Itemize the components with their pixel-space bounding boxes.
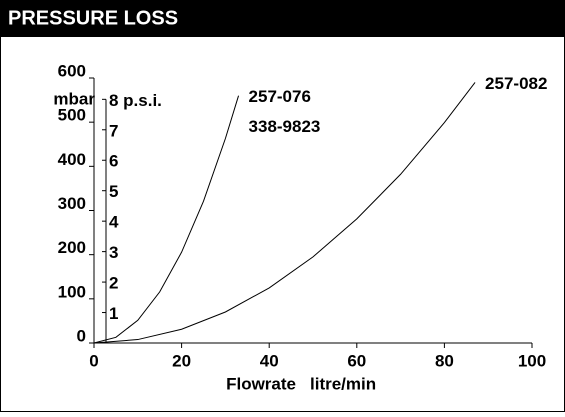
y-tick-label: 0: [77, 326, 86, 345]
y-tick-label: 300: [58, 194, 86, 213]
line: [93, 82, 476, 344]
x-axis-label: Flowrate: [226, 374, 296, 393]
y-tick-label: 100: [58, 282, 86, 301]
x-tick-label: 80: [435, 351, 454, 370]
series-label: 257-076: [249, 87, 311, 106]
y-tick-label: 600: [58, 61, 86, 80]
x-axis-unit: litre/min: [310, 374, 376, 393]
x-tick-label: 40: [260, 351, 279, 370]
y2-tick-label: 2: [109, 274, 118, 293]
y-tick-label: 400: [58, 150, 86, 169]
chart-title: PRESSURE LOSS: [8, 7, 178, 29]
line: [93, 95, 240, 344]
y-axis-label: mbar: [53, 89, 95, 108]
x-tick-label: 60: [347, 351, 366, 370]
y2-tick-label: 5: [109, 182, 118, 201]
y2-tick-label: 8 p.s.i.: [109, 91, 162, 110]
y2-tick-label: 1: [109, 304, 118, 323]
x-tick-label: 0: [89, 351, 98, 370]
header-bar: [0, 0, 565, 37]
series-label: 338-9823: [249, 117, 321, 136]
series-label: 257-082: [485, 74, 547, 93]
y2-tick-label: 3: [109, 243, 118, 262]
y-tick-label: 500: [58, 106, 86, 125]
y-tick-label: 200: [58, 238, 86, 257]
y2-tick-label: 6: [109, 152, 118, 171]
x-tick-label: 100: [518, 351, 546, 370]
y2-tick-label: 4: [109, 213, 119, 232]
x-tick-label: 20: [172, 351, 191, 370]
y2-tick-label: 7: [109, 121, 118, 140]
